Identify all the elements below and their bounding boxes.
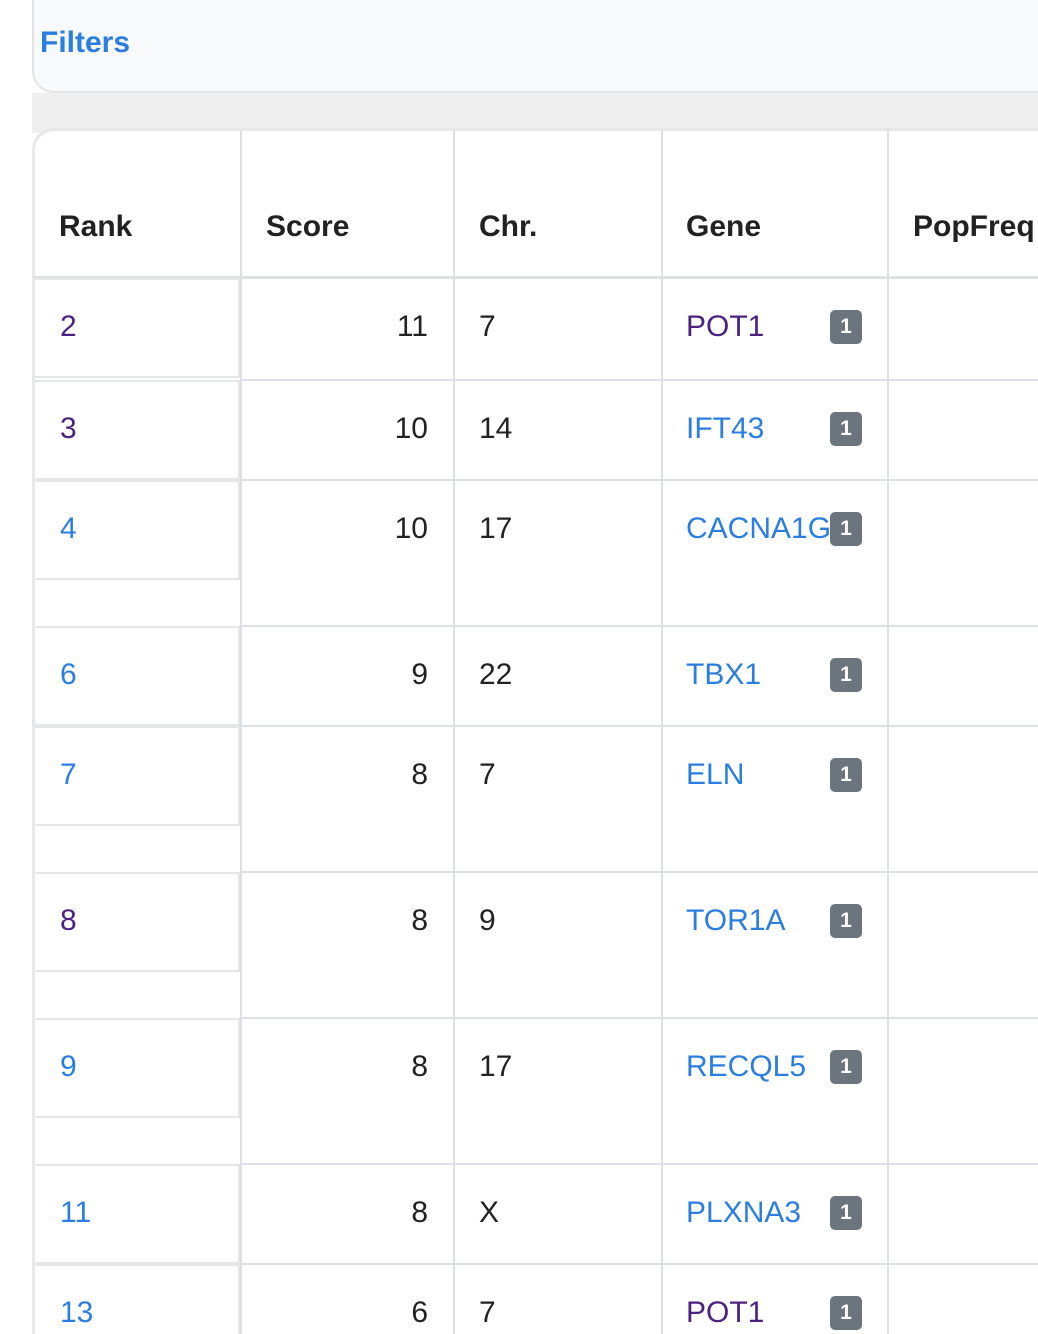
score: 8 xyxy=(411,758,428,791)
rank-link[interactable]: 8 xyxy=(60,904,77,937)
column-divider xyxy=(887,130,889,1334)
rank-box xyxy=(35,278,240,378)
gene-link[interactable]: ELN xyxy=(686,758,745,791)
row-divider xyxy=(240,479,1038,481)
results-table xyxy=(32,128,1038,1334)
score: 8 xyxy=(411,1196,428,1229)
rank-box xyxy=(35,480,240,580)
score: 6 xyxy=(411,1296,428,1329)
count-badge: 1 xyxy=(830,1296,862,1330)
row-divider xyxy=(240,725,1038,727)
rank-box xyxy=(35,1018,240,1118)
rank-link[interactable]: 9 xyxy=(60,1050,77,1083)
header-divider xyxy=(33,276,1038,279)
count-badge: 1 xyxy=(830,904,862,938)
rank-box xyxy=(35,1264,240,1334)
rank-box xyxy=(35,726,240,826)
column-header[interactable]: Gene xyxy=(686,210,762,243)
count-badge: 1 xyxy=(830,512,862,546)
count-badge: 1 xyxy=(830,658,862,692)
gene-link[interactable]: IFT43 xyxy=(686,412,765,445)
gene-link[interactable]: PLXNA3 xyxy=(686,1196,802,1229)
rank-link[interactable]: 13 xyxy=(60,1296,94,1329)
rank-link[interactable]: 3 xyxy=(60,412,77,445)
rank-link[interactable]: 4 xyxy=(60,512,77,545)
count-badge: 1 xyxy=(830,758,862,792)
row-divider xyxy=(240,871,1038,873)
gene-link[interactable]: TOR1A xyxy=(686,904,786,937)
rank-link[interactable]: 7 xyxy=(60,758,77,791)
column-divider xyxy=(240,130,242,1334)
row-divider xyxy=(240,1017,1038,1019)
column-divider xyxy=(661,130,663,1334)
column-header[interactable]: Chr. xyxy=(479,210,538,243)
column-divider xyxy=(453,130,455,1334)
score: 11 xyxy=(396,310,428,343)
count-badge: 1 xyxy=(830,412,862,446)
column-header[interactable]: Score xyxy=(266,210,350,243)
score: 10 xyxy=(394,412,428,445)
gene-link[interactable]: RECQL5 xyxy=(686,1050,807,1083)
gene-link[interactable]: POT1 xyxy=(686,1296,765,1329)
count-badge: 1 xyxy=(830,310,862,344)
filters-panel xyxy=(32,0,1038,93)
row-divider xyxy=(240,1163,1038,1165)
gene-link[interactable]: TBX1 xyxy=(686,658,762,691)
row-divider xyxy=(240,1263,1038,1265)
rank-box xyxy=(35,626,240,726)
gene-link[interactable]: POT1 xyxy=(686,310,765,343)
chromosome: X xyxy=(479,1196,500,1229)
row-divider xyxy=(240,625,1038,627)
score: 9 xyxy=(411,658,428,691)
chromosome: 7 xyxy=(479,1296,496,1329)
rank-link[interactable]: 11 xyxy=(60,1196,92,1229)
chromosome: 17 xyxy=(479,512,513,545)
column-header[interactable]: Rank xyxy=(59,210,133,243)
chromosome: 14 xyxy=(479,412,513,445)
rank-box xyxy=(35,872,240,972)
chromosome: 7 xyxy=(479,758,496,791)
spacer xyxy=(32,93,1038,133)
row-divider xyxy=(240,379,1038,381)
rank-box xyxy=(35,380,240,480)
chromosome: 22 xyxy=(479,658,513,691)
score: 8 xyxy=(411,1050,428,1083)
rank-box xyxy=(35,1164,240,1264)
score: 10 xyxy=(394,512,428,545)
rank-link[interactable]: 2 xyxy=(60,310,77,343)
chromosome: 7 xyxy=(479,310,496,343)
gene-link[interactable]: CACNA1G xyxy=(686,512,832,545)
filters-toggle[interactable]: Filters xyxy=(40,26,131,59)
score: 8 xyxy=(411,904,428,937)
count-badge: 1 xyxy=(830,1050,862,1084)
count-badge: 1 xyxy=(830,1196,862,1230)
rank-link[interactable]: 6 xyxy=(60,658,77,691)
chromosome: 9 xyxy=(479,904,496,937)
column-header[interactable]: PopFreq xyxy=(913,210,1035,243)
chromosome: 17 xyxy=(479,1050,513,1083)
